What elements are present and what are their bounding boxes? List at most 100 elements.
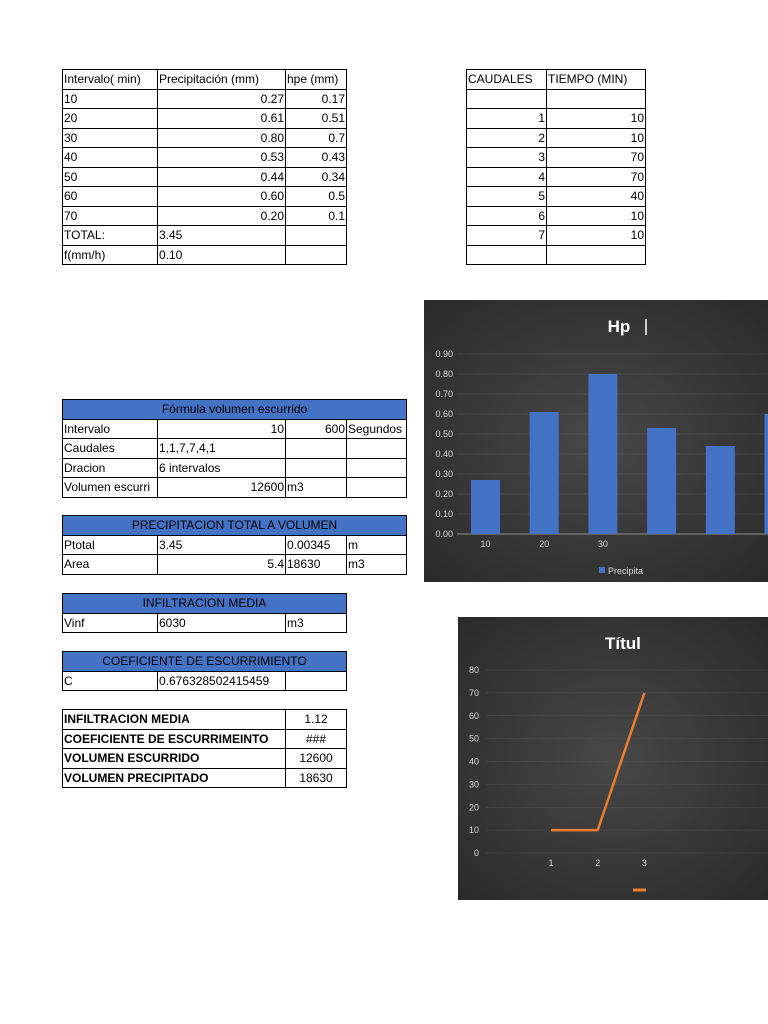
section-title[interactable]: Fórmula volumen escurrido (61, 399, 408, 420)
hp-bar-chart[interactable]: Hp 0.00 0.10 0.20 0.30 0.40 0.50 0.60 0.70 0.80 0… (424, 300, 768, 582)
cell[interactable]: 0.80 (157, 127, 286, 148)
cell[interactable]: 60 (62, 186, 158, 207)
cell[interactable]: 6 (466, 205, 547, 226)
cell[interactable]: 0.44 (157, 166, 286, 187)
cell[interactable]: 70 (546, 166, 646, 187)
coeficiente-table: COEFICIENTE DE ESCURRIMIENTO C 0.67632850… (62, 651, 347, 691)
cell[interactable] (285, 438, 347, 459)
cell[interactable]: 10 (546, 127, 646, 148)
cell[interactable]: 0.17 (285, 88, 347, 109)
cell[interactable] (345, 438, 408, 459)
section-header-row: COEFICIENTE DE ESCURRIMIENTO (62, 651, 347, 672)
section-header-row: INFILTRACION MEDIA (62, 593, 347, 614)
cell[interactable]: 3.45 (157, 225, 286, 246)
header-cell[interactable]: hpe (mm) (285, 69, 347, 90)
cell[interactable]: 0.61 (157, 108, 286, 129)
cell[interactable]: 4 (466, 166, 547, 187)
cell[interactable]: Dracion (62, 457, 158, 478)
cell[interactable]: 10 (546, 205, 646, 226)
cell[interactable] (345, 457, 408, 478)
cell[interactable]: 600 (285, 418, 347, 439)
section-title[interactable]: INFILTRACION MEDIA (62, 593, 347, 614)
cell[interactable] (285, 244, 347, 265)
cell[interactable]: 40 (62, 147, 158, 168)
cell[interactable] (546, 244, 646, 265)
cell[interactable]: 0.43 (285, 147, 347, 168)
cell[interactable]: TOTAL: (62, 225, 158, 246)
section-title[interactable]: COEFICIENTE DE ESCURRIMIENTO (62, 651, 347, 672)
cell[interactable]: 5.4 (157, 554, 286, 575)
header-cell[interactable]: TIEMPO (MIN) (546, 69, 646, 90)
cell[interactable]: 0.27 (157, 88, 286, 109)
y-tick-label: 0.40 (435, 449, 453, 459)
cell[interactable]: Ptotal (62, 534, 158, 555)
cell[interactable]: Area (62, 554, 158, 575)
cell[interactable]: 0.7 (285, 127, 347, 148)
cell[interactable]: 0.10 (157, 244, 286, 265)
cell[interactable]: 1 (466, 108, 547, 129)
table-row: 40 0.53 0.43 (62, 147, 347, 168)
cell[interactable]: 3 (466, 147, 547, 168)
header-cell[interactable]: Precipitación (mm) (157, 69, 286, 90)
cell[interactable]: 10 (157, 418, 286, 439)
cell[interactable]: Caudales (62, 438, 158, 459)
cell[interactable]: 70 (62, 205, 158, 226)
cell[interactable]: 1.12 (285, 709, 347, 730)
cell[interactable]: INFILTRACION MEDIA (62, 709, 286, 730)
cell[interactable] (466, 244, 547, 265)
cell[interactable] (285, 457, 347, 478)
cell[interactable]: 0.1 (285, 205, 347, 226)
cell[interactable]: 6030 (157, 612, 286, 633)
cell[interactable] (285, 670, 347, 691)
cell[interactable]: Segundos (345, 418, 408, 439)
cell[interactable]: 0.676328502415459 (157, 670, 286, 691)
cell[interactable] (285, 225, 347, 246)
cell[interactable]: Vinf (62, 612, 158, 633)
caudal-line-chart[interactable]: Títul 0 10 20 30 40 50 60 70 80 1 2 3 (458, 617, 768, 900)
cell[interactable]: Intervalo (62, 418, 158, 439)
cell[interactable]: VOLUMEN ESCURRIDO (62, 748, 286, 769)
bar (705, 446, 735, 534)
cell[interactable]: 12600 (157, 477, 286, 498)
cell[interactable]: m3 (285, 477, 347, 498)
cell[interactable]: 18630 (285, 554, 347, 575)
cell[interactable]: 5 (466, 186, 547, 207)
cell[interactable]: 2 (466, 127, 547, 148)
cell[interactable]: 20 (62, 108, 158, 129)
cell[interactable]: 0.34 (285, 166, 347, 187)
cell[interactable]: 1,1,7,7,4,1 (157, 438, 286, 459)
cell[interactable]: 0.00345 (285, 534, 347, 555)
cell[interactable]: 40 (546, 186, 646, 207)
cell[interactable]: VOLUMEN PRECIPITADO (62, 767, 286, 788)
cell[interactable]: f(mm/h) (62, 244, 158, 265)
cell[interactable]: 0.20 (157, 205, 286, 226)
cell[interactable]: m (345, 534, 408, 555)
cell[interactable]: COEFICIENTE DE ESCURRIMEINTO (62, 728, 286, 749)
cell[interactable]: 10 (546, 225, 646, 246)
header-cell[interactable]: Intervalo( min) (62, 69, 158, 90)
cell[interactable] (546, 88, 646, 109)
cell[interactable]: 10 (546, 108, 646, 129)
cell[interactable] (466, 88, 547, 109)
header-cell[interactable]: CAUDALES (466, 69, 547, 90)
cell[interactable]: 0.60 (157, 186, 286, 207)
cell[interactable]: 7 (466, 225, 547, 246)
cell[interactable]: ### (285, 728, 347, 749)
cell[interactable]: m3 (345, 554, 408, 575)
cell[interactable]: C (62, 670, 158, 691)
cell[interactable]: 3.45 (157, 534, 286, 555)
cell[interactable]: 0.5 (285, 186, 347, 207)
cell[interactable]: 10 (62, 88, 158, 109)
cell[interactable]: 12600 (285, 748, 347, 769)
cell[interactable]: 50 (62, 166, 158, 187)
cell[interactable]: 70 (546, 147, 646, 168)
cell[interactable]: 0.51 (285, 108, 347, 129)
cell[interactable]: Volumen escurri (62, 477, 158, 498)
section-title[interactable]: PRECIPITACION TOTAL A VOLUMEN (61, 515, 408, 536)
cell[interactable]: m3 (285, 612, 347, 633)
cell[interactable]: 30 (62, 127, 158, 148)
cell[interactable]: 6 intervalos (157, 457, 286, 478)
cell[interactable] (345, 477, 408, 498)
cell[interactable]: 18630 (285, 767, 347, 788)
cell[interactable]: 0.53 (157, 147, 286, 168)
